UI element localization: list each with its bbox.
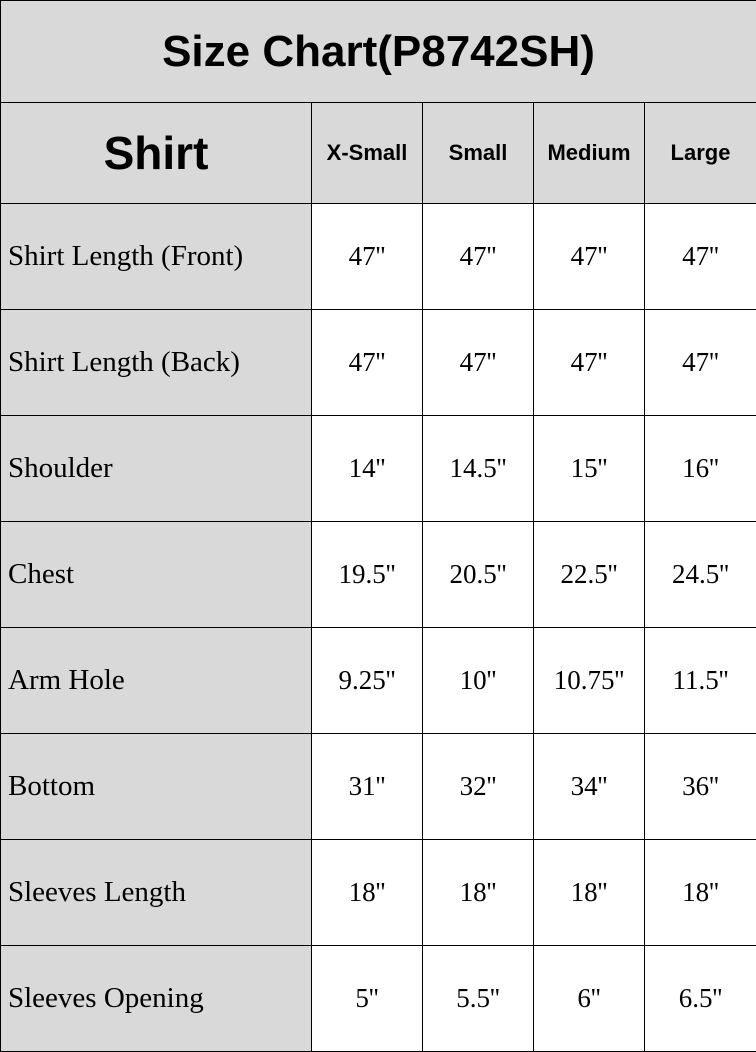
measurement-value: 18''	[644, 839, 756, 946]
measurement-value: 18''	[311, 839, 423, 946]
measurement-value: 34''	[533, 733, 645, 840]
measurement-value: 5.5''	[422, 945, 534, 1052]
measurement-value: 5''	[311, 945, 423, 1052]
measurement-label: Chest	[0, 521, 312, 628]
measurement-value: 47''	[533, 309, 645, 416]
measurement-value: 15''	[533, 415, 645, 522]
measurement-value: 22.5''	[533, 521, 645, 628]
measurement-value: 14.5''	[422, 415, 534, 522]
measurement-value: 47''	[311, 203, 423, 310]
table-row: Sleeves Opening 5'' 5.5'' 6'' 6.5''	[0, 945, 756, 1052]
measurement-value: 24.5''	[644, 521, 756, 628]
table-row: Shirt Length (Back) 47'' 47'' 47'' 47''	[0, 309, 756, 416]
measurement-label: Sleeves Length	[0, 839, 312, 946]
size-header-large: Large	[644, 102, 756, 204]
measurement-value: 32''	[422, 733, 534, 840]
measurement-value: 31''	[311, 733, 423, 840]
table-row: Shoulder 14'' 14.5'' 15'' 16''	[0, 415, 756, 522]
measurement-value: 47''	[422, 203, 534, 310]
measurement-value: 10.75''	[533, 627, 645, 734]
measurement-value: 47''	[533, 203, 645, 310]
table-row: Arm Hole 9.25'' 10'' 10.75'' 11.5''	[0, 627, 756, 734]
measurement-label: Shoulder	[0, 415, 312, 522]
size-header-medium: Medium	[533, 102, 645, 204]
measurement-label: Bottom	[0, 733, 312, 840]
measurement-value: 9.25''	[311, 627, 423, 734]
table-row: Sleeves Length 18'' 18'' 18'' 18''	[0, 839, 756, 946]
measurement-value: 20.5''	[422, 521, 534, 628]
measurement-value: 16''	[644, 415, 756, 522]
measurement-value: 18''	[422, 839, 534, 946]
measurement-label: Shirt Length (Back)	[0, 309, 312, 416]
table-row: Bottom 31'' 32'' 34'' 36''	[0, 733, 756, 840]
measurement-value: 6.5''	[644, 945, 756, 1052]
measurement-label: Shirt Length (Front)	[0, 203, 312, 310]
measurement-value: 47''	[422, 309, 534, 416]
size-header-small: Small	[422, 102, 534, 204]
measurement-value: 14''	[311, 415, 423, 522]
measurement-value: 36''	[644, 733, 756, 840]
table-row: Shirt Length (Front) 47'' 47'' 47'' 47''	[0, 203, 756, 310]
measurement-value: 47''	[311, 309, 423, 416]
measurement-value: 6''	[533, 945, 645, 1052]
measurement-value: 11.5''	[644, 627, 756, 734]
header-row: Shirt X-Small Small Medium Large	[0, 102, 756, 204]
measurement-value: 19.5''	[311, 521, 423, 628]
category-header: Shirt	[0, 102, 312, 204]
measurement-value: 47''	[644, 309, 756, 416]
table-row: Chest 19.5'' 20.5'' 22.5'' 24.5''	[0, 521, 756, 628]
measurement-label: Sleeves Opening	[0, 945, 312, 1052]
measurement-label: Arm Hole	[0, 627, 312, 734]
measurement-value: 47''	[644, 203, 756, 310]
measurement-value: 10''	[422, 627, 534, 734]
measurement-value: 18''	[533, 839, 645, 946]
size-header-x-small: X-Small	[311, 102, 423, 204]
chart-title: Size Chart(P8742SH)	[0, 0, 756, 103]
